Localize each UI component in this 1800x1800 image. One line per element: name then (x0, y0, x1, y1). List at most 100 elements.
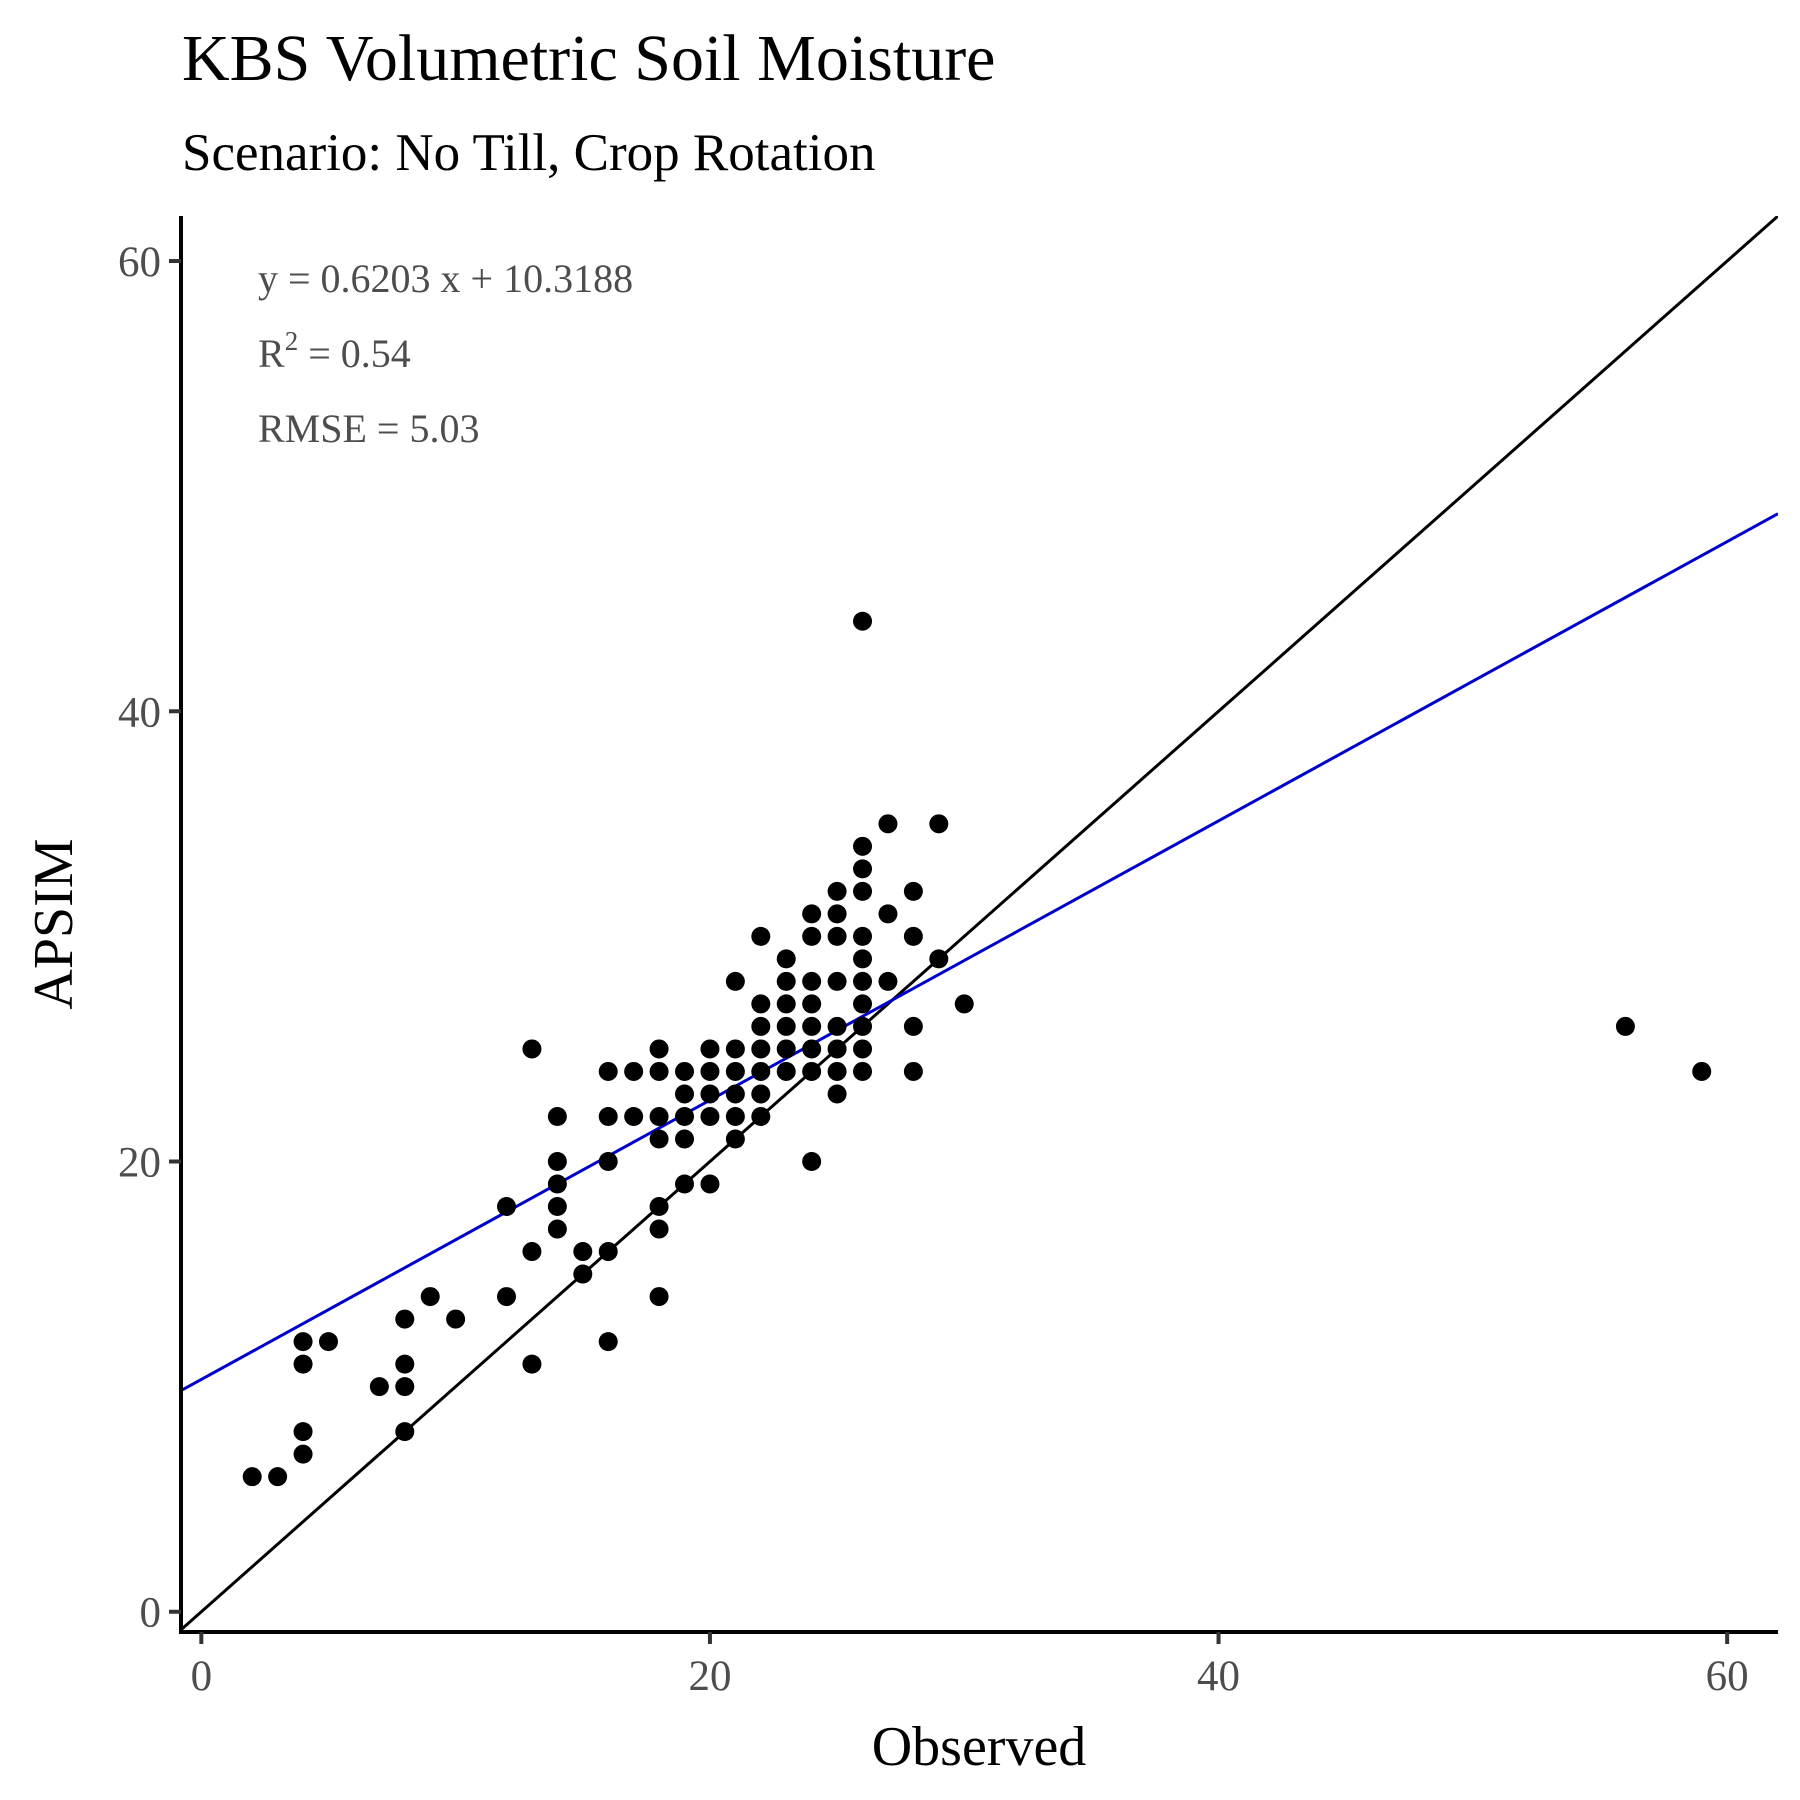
data-point (929, 814, 949, 834)
r-squared-label: R2 = 0.54 (258, 326, 411, 376)
data-point (878, 814, 898, 834)
r-squared-prefix: R (258, 331, 285, 376)
data-point (802, 971, 822, 991)
data-point (776, 1016, 796, 1036)
y-tick-label: 40 (118, 689, 161, 736)
x-axis-ticks: 0 20 40 60 (191, 1632, 1749, 1700)
data-point (878, 971, 898, 991)
data-point (446, 1309, 466, 1329)
data-point (751, 994, 771, 1014)
data-point (293, 1444, 313, 1464)
x-axis-title: Observed (872, 1716, 1087, 1778)
data-point (675, 1061, 695, 1081)
chart-title: KBS Volumetric Soil Moisture (182, 22, 995, 95)
data-point (929, 949, 949, 969)
data-point (675, 1106, 695, 1126)
data-point (649, 1039, 669, 1059)
data-point (802, 1016, 822, 1036)
one-to-one-line (181, 216, 1778, 1631)
plot-area (181, 216, 1778, 1631)
data-point (395, 1354, 415, 1374)
data-point (547, 1219, 567, 1239)
data-point (649, 1129, 669, 1149)
regression-equation: y = 0.6203 x + 10.3188 (258, 256, 633, 301)
data-point (751, 1106, 771, 1126)
data-point (827, 926, 847, 946)
data-point (751, 1016, 771, 1036)
data-point (598, 1332, 618, 1352)
data-point (293, 1332, 313, 1352)
data-point (954, 994, 974, 1014)
data-point (853, 926, 873, 946)
data-point (497, 1287, 517, 1307)
data-point (242, 1467, 262, 1487)
data-point (725, 1084, 745, 1104)
data-point (802, 1061, 822, 1081)
data-point (751, 1061, 771, 1081)
data-point (420, 1287, 440, 1307)
data-point (725, 1106, 745, 1126)
data-point (725, 1039, 745, 1059)
data-point (853, 1016, 873, 1036)
data-point (853, 859, 873, 879)
r-squared-value: = 0.54 (298, 331, 411, 376)
data-point (547, 1174, 567, 1194)
data-point (522, 1242, 542, 1262)
data-point (725, 1061, 745, 1081)
data-point (547, 1152, 567, 1172)
data-point (827, 1061, 847, 1081)
data-point (624, 1106, 644, 1126)
y-axis-ticks: 0 20 40 60 (118, 239, 181, 1637)
data-point (827, 1084, 847, 1104)
stats-annotation: y = 0.6203 x + 10.3188 R2 = 0.54 RMSE = … (258, 256, 633, 451)
data-point (649, 1287, 669, 1307)
data-point (903, 1016, 923, 1036)
data-point (293, 1422, 313, 1442)
data-point (878, 904, 898, 924)
data-point (853, 1061, 873, 1081)
y-tick-label: 0 (140, 1590, 162, 1637)
data-point (827, 971, 847, 991)
data-point (598, 1061, 618, 1081)
data-point (776, 994, 796, 1014)
data-point (293, 1354, 313, 1374)
data-point (776, 971, 796, 991)
data-point (725, 971, 745, 991)
data-point (776, 949, 796, 969)
data-point (675, 1129, 695, 1149)
data-point (853, 836, 873, 856)
rmse-label: RMSE = 5.03 (258, 406, 479, 451)
data-point (369, 1377, 389, 1397)
data-point (700, 1061, 720, 1081)
chart-subtitle: Scenario: No Till, Crop Rotation (182, 124, 875, 182)
data-point (700, 1174, 720, 1194)
data-point (751, 926, 771, 946)
data-point (649, 1106, 669, 1126)
x-tick-label: 60 (1706, 1653, 1749, 1700)
data-point (827, 904, 847, 924)
data-point (649, 1219, 669, 1239)
data-point (268, 1467, 288, 1487)
data-point (395, 1377, 415, 1397)
data-point (827, 881, 847, 901)
data-point (573, 1264, 593, 1284)
data-point (675, 1084, 695, 1104)
data-point (395, 1422, 415, 1442)
data-point (903, 1061, 923, 1081)
data-point (853, 881, 873, 901)
r-squared-superscript: 2 (285, 326, 299, 356)
data-point (522, 1354, 542, 1374)
data-point (802, 1152, 822, 1172)
y-axis-title: APSIM (23, 838, 85, 1009)
data-point (776, 1061, 796, 1081)
data-point (827, 1016, 847, 1036)
data-point (853, 1039, 873, 1059)
regression-line (181, 512, 1778, 1392)
data-point (598, 1152, 618, 1172)
data-point (903, 881, 923, 901)
data-point (573, 1242, 593, 1262)
data-point (802, 904, 822, 924)
data-point (522, 1039, 542, 1059)
data-point (853, 949, 873, 969)
